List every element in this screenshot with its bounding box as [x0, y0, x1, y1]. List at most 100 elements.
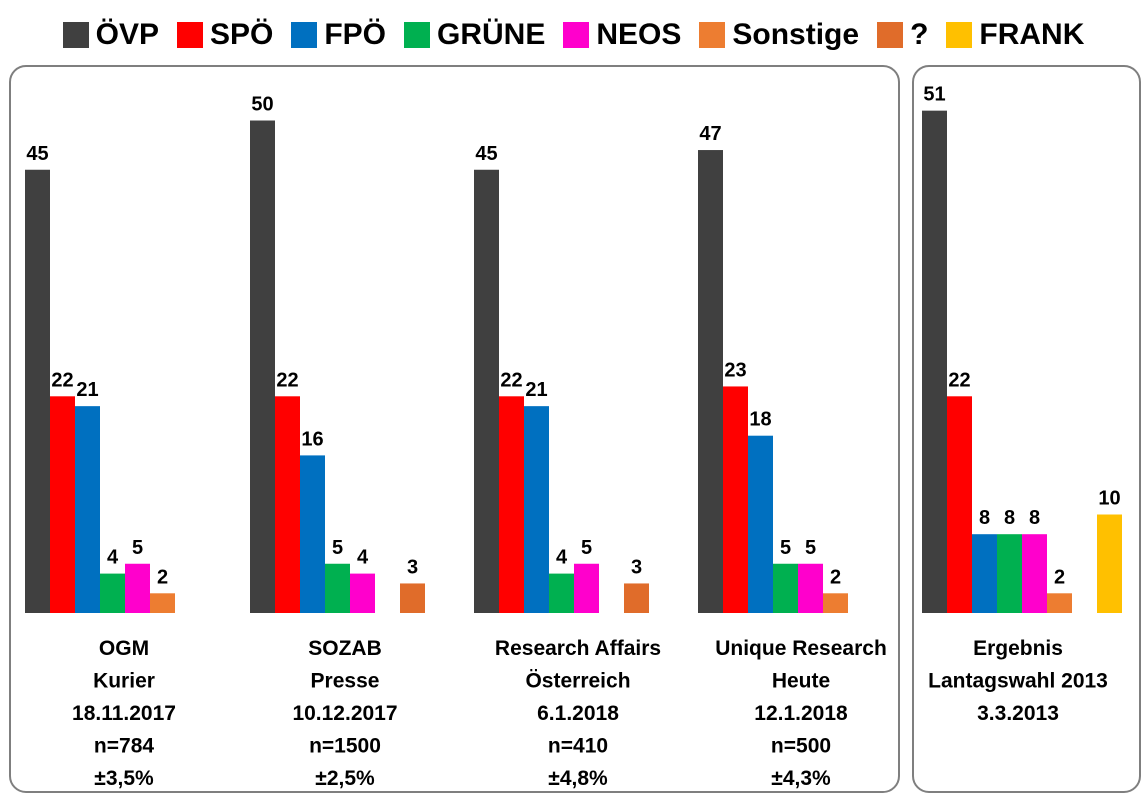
bar-1-0	[250, 120, 275, 613]
legend-swatch	[62, 22, 89, 48]
value-label-2-1: 22	[500, 369, 522, 391]
bar-4-0	[922, 110, 947, 614]
value-label-0-3: 4	[107, 547, 119, 569]
group-label-0-0: OGM	[99, 637, 149, 660]
group-label-0-1: Kurier	[93, 670, 155, 693]
value-label-2-3: 4	[556, 547, 568, 569]
legend: ÖVP SPÖ FPÖ GRÜNE NEOS Sonstige? FRANK	[0, 10, 1147, 60]
panel-polls	[9, 65, 900, 793]
value-label-2-6: 3	[631, 556, 642, 578]
value-label-4-1: 22	[948, 369, 970, 391]
legend-label: NEOS	[596, 18, 682, 51]
legend-label: FRANK	[979, 18, 1085, 51]
bar-0-2	[75, 406, 100, 613]
group-label-4-1: Lantagswahl 2013	[928, 670, 1108, 693]
legend-swatch	[877, 22, 904, 48]
value-label-4-4: 8	[1029, 507, 1040, 529]
legend-item-0: ÖVP	[62, 18, 159, 52]
bar-4-3	[997, 534, 1022, 613]
bar-4-7	[1097, 514, 1122, 613]
group-label-1-1: Presse	[311, 670, 380, 693]
group-label-4-0: Ergebnis	[973, 637, 1063, 660]
legend-item-5: Sonstige	[699, 18, 859, 52]
group-label-3-3: n=500	[771, 735, 831, 758]
bar-2-0	[474, 169, 499, 613]
legend-label: ÖVP	[95, 18, 159, 51]
bar-1-6	[400, 583, 425, 613]
legend-item-4: NEOS	[563, 18, 681, 52]
group-label-3-4: ±4,3%	[771, 767, 831, 790]
bar-0-1	[50, 396, 75, 613]
group-label-0-4: ±3,5%	[94, 767, 154, 790]
value-label-3-5: 2	[830, 566, 841, 588]
legend-label: SPÖ	[209, 18, 274, 51]
legend-item-3: GRÜNE	[404, 18, 545, 52]
bar-4-2	[972, 534, 997, 613]
value-label-4-5: 2	[1054, 566, 1065, 588]
bar-3-0	[698, 150, 723, 614]
value-label-1-1: 22	[276, 369, 298, 391]
legend-swatch	[946, 22, 973, 48]
value-label-3-0: 47	[699, 123, 721, 145]
legend-item-2: FPÖ	[291, 18, 386, 52]
bar-2-6	[624, 583, 649, 613]
value-label-0-5: 2	[157, 566, 168, 588]
value-label-2-4: 5	[581, 537, 592, 559]
group-label-1-3: n=1500	[309, 735, 381, 758]
value-label-3-3: 5	[780, 537, 791, 559]
bar-0-3	[100, 573, 125, 613]
legend-item-1: SPÖ	[176, 18, 274, 52]
bar-3-3	[773, 563, 798, 613]
group-label-3-2: 12.1.2018	[754, 702, 848, 725]
legend-label: GRÜNE	[437, 18, 546, 51]
group-label-0-2: 18.11.2017	[72, 702, 176, 725]
group-label-2-3: n=410	[548, 735, 608, 758]
value-label-1-6: 3	[407, 556, 418, 578]
bar-1-4	[350, 573, 375, 613]
group-labels-layer: OGM Kurier 18.11.2017 n=784 ±3,5% SOZAB Presse…	[72, 637, 1108, 790]
value-label-2-0: 45	[475, 143, 497, 165]
bar-0-0	[25, 169, 50, 613]
legend-swatch	[699, 22, 726, 48]
legend-label: Sonstige	[732, 18, 860, 51]
legend-item-7: FRANK	[946, 18, 1084, 52]
bar-1-3	[325, 563, 350, 613]
legend-swatch	[176, 22, 203, 48]
value-label-0-4: 5	[132, 537, 143, 559]
value-label-2-2: 21	[525, 379, 547, 401]
bar-2-2	[524, 406, 549, 613]
value-label-1-3: 5	[332, 537, 343, 559]
group-label-3-0: Unique Research	[715, 637, 887, 660]
value-label-0-0: 45	[26, 143, 48, 165]
legend-swatch	[291, 22, 318, 48]
legend-item-6: ?	[877, 18, 928, 52]
value-label-4-3: 8	[1004, 507, 1015, 529]
value-label-3-2: 18	[749, 409, 771, 431]
bar-4-5	[1047, 593, 1072, 613]
value-label-3-1: 23	[724, 359, 746, 381]
group-label-2-0: Research Affairs	[495, 637, 661, 660]
value-label-4-0: 51	[923, 84, 945, 106]
group-label-2-2: 6.1.2018	[537, 702, 619, 725]
bar-2-1	[499, 396, 524, 613]
bar-1-1	[275, 396, 300, 613]
value-label-0-2: 21	[76, 379, 98, 401]
value-label-4-2: 8	[979, 507, 990, 529]
bar-2-4	[574, 563, 599, 613]
value-label-3-4: 5	[805, 537, 816, 559]
bar-0-5	[150, 593, 175, 613]
bar-4-4	[1022, 534, 1047, 613]
panel-election-result	[912, 65, 1141, 793]
value-label-4-7: 10	[1098, 488, 1120, 510]
bar-3-2	[748, 435, 773, 613]
bar-0-4	[125, 563, 150, 613]
legend-swatch	[404, 22, 430, 48]
group-label-2-1: Österreich	[525, 670, 630, 693]
group-label-3-1: Heute	[772, 670, 830, 693]
group-label-1-0: SOZAB	[308, 637, 382, 660]
bars-layer	[25, 110, 1122, 614]
bar-3-4	[798, 563, 823, 613]
legend-label: ?	[910, 18, 929, 51]
bar-3-5	[823, 593, 848, 613]
